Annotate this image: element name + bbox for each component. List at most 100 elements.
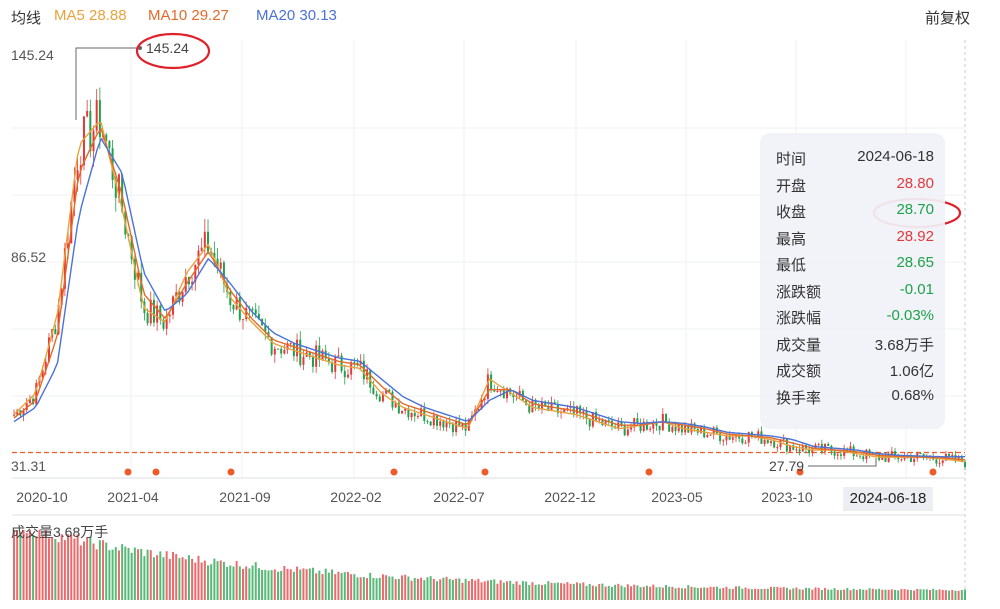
volume-bar [556,582,559,600]
volume-bar [359,577,362,600]
candle-body [410,412,413,418]
candle-body [769,441,772,444]
volume-bar [22,530,25,600]
candle-body [229,291,232,306]
candle-body [649,428,652,430]
candle-body [407,408,410,418]
candle-body [362,360,365,380]
candle-body [623,424,626,436]
volume-bar [639,587,642,600]
candle-body [194,264,197,282]
volume-bar [340,572,343,600]
volume-bar [534,584,537,600]
volume-bar [922,589,925,600]
candle-body [706,435,709,438]
volume-bar [595,586,598,600]
volume-bar [757,588,760,600]
volume-bar [636,585,639,600]
candle-body [773,441,776,448]
volume-bar [191,558,194,600]
candle-body [137,272,140,280]
candle-body [191,281,194,285]
volume-bar [852,588,855,600]
volume-bar [477,578,480,600]
volume-bar [738,586,741,600]
tooltip-label: 最高 [776,230,807,248]
candle-body [731,437,734,440]
candle-body [789,445,792,452]
volume-bar [760,588,763,600]
volume-bar [614,584,617,600]
volume-bar [811,589,814,600]
volume-bar [343,572,346,600]
volume-label: 成交量3.68万手 [11,524,109,540]
volume-bar [668,586,671,600]
volume-bar [789,589,792,600]
volume-bar [458,578,461,600]
volume-bar [843,589,846,600]
volume-bar [369,572,372,600]
candle-body [671,426,674,432]
volume-bar [394,579,397,600]
candle-body [397,402,400,414]
volume-bar [464,578,467,600]
candle-body [429,421,432,426]
volume-bar [337,571,340,600]
candle-body [607,420,610,422]
candle-body [25,403,28,411]
volume-bar [92,543,95,600]
tooltip-value: 28.70 [896,201,934,218]
tooltip-row: 最低 28.65 [776,254,934,280]
volume-bar [448,578,451,600]
candle-body [865,449,868,460]
candle-body [413,412,416,417]
candle-body [862,456,865,460]
volume-bar [353,574,356,600]
volume-bar [254,562,257,600]
volume-bar [496,583,499,600]
candle-body [289,343,292,345]
volume-bar [779,587,782,600]
volume-bar [505,581,508,600]
candle-body [216,258,219,269]
candle-body [766,439,769,444]
volume-bar [709,586,712,600]
volume-bar [172,551,175,600]
volume-bar [133,547,136,600]
adjust-toggle-button[interactable]: 前复权 [924,10,970,27]
volume-bar [964,589,966,600]
event-marker [124,468,132,476]
volume-bar [607,585,610,600]
volume-bar [175,554,178,600]
volume-bar [407,576,410,600]
volume-bar [935,590,938,600]
volume-bar [334,574,337,600]
volume-bar [51,537,54,600]
candle-body [900,459,903,461]
volume-bar [156,555,159,600]
volume-bar [795,587,798,600]
volume-bar [461,582,464,600]
volume-bar [35,536,38,600]
volume-bar [493,579,496,600]
volume-bar [604,586,607,600]
candle-body [938,463,941,465]
volume-bar [410,580,413,600]
volume-bar [684,588,687,600]
volume-bar [146,549,149,600]
volume-bar [194,562,197,600]
volume-bar [187,555,190,600]
volume-bar [747,588,750,600]
volume-bar [388,576,391,600]
candle-body [375,393,378,397]
volume-bar [121,544,124,600]
volume-bar [655,587,658,600]
candle-body [620,422,623,425]
candle-body [340,355,343,372]
tooltip-label: 成交额 [776,363,822,380]
volume-bar [626,584,629,600]
volume-bar [89,536,92,600]
volume-bar [391,576,394,600]
candle-body [954,454,957,462]
volume-bar [251,565,254,600]
